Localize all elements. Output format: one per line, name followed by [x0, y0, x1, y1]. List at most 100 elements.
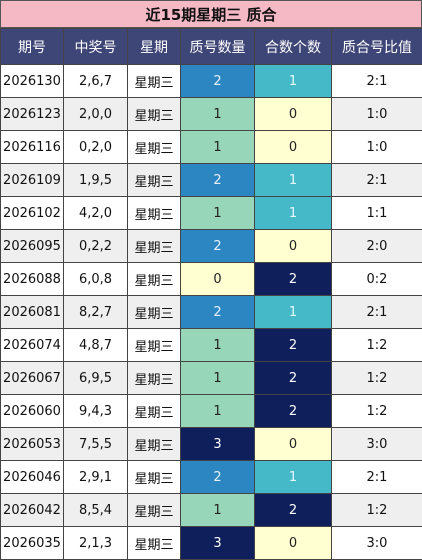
table-cell: 1:2 — [332, 395, 422, 428]
table-cell: 1:0 — [332, 131, 422, 164]
table-cell: 2026042 — [1, 494, 64, 527]
table-cell: 星期三 — [128, 164, 181, 197]
header-cell: 合数个数 — [255, 29, 332, 65]
table-cell: 2:1 — [332, 296, 422, 329]
table-cell: 星期三 — [128, 527, 181, 560]
table-cell: 2 — [255, 362, 332, 395]
table-cell: 1 — [181, 494, 255, 527]
table-cell: 1 — [255, 461, 332, 494]
table-cell: 1 — [255, 65, 332, 98]
header-cell: 星期 — [128, 29, 181, 65]
table-cell: 1:2 — [332, 362, 422, 395]
table-cell: 2026123 — [1, 98, 64, 131]
table-cell: 0 — [255, 527, 332, 560]
table-cell: 2 — [255, 395, 332, 428]
table-cell: 星期三 — [128, 494, 181, 527]
table-cell: 2026046 — [1, 461, 64, 494]
table-cell: 星期三 — [128, 230, 181, 263]
table-cell: 1 — [181, 131, 255, 164]
table-cell: 2,9,1 — [64, 461, 128, 494]
table-cell: 星期三 — [128, 263, 181, 296]
table-cell: 0 — [255, 98, 332, 131]
table-cell: 星期三 — [128, 197, 181, 230]
table-cell: 6,0,8 — [64, 263, 128, 296]
table-cell: 1 — [255, 296, 332, 329]
table-cell: 星期三 — [128, 329, 181, 362]
table-cell: 星期三 — [128, 362, 181, 395]
table-cell: 2:1 — [332, 461, 422, 494]
table-cell: 1 — [255, 197, 332, 230]
table-cell: 0 — [255, 428, 332, 461]
table-cell: 2 — [255, 329, 332, 362]
table-cell: 0 — [255, 230, 332, 263]
table-cell: 3 — [181, 428, 255, 461]
table-cell: 0,2,2 — [64, 230, 128, 263]
table-cell: 4,2,0 — [64, 197, 128, 230]
table-cell: 1 — [181, 395, 255, 428]
header-cell: 中奖号 — [64, 29, 128, 65]
table-cell: 1 — [181, 329, 255, 362]
table-cell: 2026088 — [1, 263, 64, 296]
table-cell: 3:0 — [332, 428, 422, 461]
header-row: 期号中奖号星期质号数量合数个数质合号比值 — [1, 29, 422, 65]
table-cell: 2,1,3 — [64, 527, 128, 560]
table-cell: 星期三 — [128, 131, 181, 164]
table-cell: 2 — [181, 230, 255, 263]
table-cell: 星期三 — [128, 98, 181, 131]
table-cell: 2026116 — [1, 131, 64, 164]
header-cell: 质号数量 — [181, 29, 255, 65]
table-cell: 2 — [255, 494, 332, 527]
table-cell: 2026095 — [1, 230, 64, 263]
table-cell: 4,8,7 — [64, 329, 128, 362]
table-cell: 8,5,4 — [64, 494, 128, 527]
table-cell: 2:0 — [332, 230, 422, 263]
table-cell: 1,9,5 — [64, 164, 128, 197]
table-cell: 2 — [181, 65, 255, 98]
table-cell: 0,2,0 — [64, 131, 128, 164]
table-cell: 2 — [255, 263, 332, 296]
table-cell: 1:1 — [332, 197, 422, 230]
table-cell: 0 — [255, 131, 332, 164]
header-cell: 期号 — [1, 29, 64, 65]
table-cell: 2 — [181, 461, 255, 494]
table-cell: 6,9,5 — [64, 362, 128, 395]
table-cell: 3:0 — [332, 527, 422, 560]
title: 近15期星期三 质合 — [0, 0, 422, 28]
table-cell: 1 — [181, 197, 255, 230]
table-cell: 2026053 — [1, 428, 64, 461]
table-cell: 7,5,5 — [64, 428, 128, 461]
table-cell: 1:0 — [332, 98, 422, 131]
table-cell: 8,2,7 — [64, 296, 128, 329]
table-cell: 1:2 — [332, 494, 422, 527]
table-cell: 星期三 — [128, 461, 181, 494]
table-cell: 2026102 — [1, 197, 64, 230]
table-cell: 2,0,0 — [64, 98, 128, 131]
table-cell: 2 — [181, 164, 255, 197]
table-cell: 2:1 — [332, 65, 422, 98]
table-cell: 2026060 — [1, 395, 64, 428]
table-cell: 星期三 — [128, 65, 181, 98]
table-cell: 2:1 — [332, 164, 422, 197]
header-cell: 质合号比值 — [332, 29, 422, 65]
table-cell: 星期三 — [128, 428, 181, 461]
table-cell: 1:2 — [332, 329, 422, 362]
table-cell: 1 — [255, 164, 332, 197]
table-cell: 1 — [181, 98, 255, 131]
table-cell: 星期三 — [128, 395, 181, 428]
table-cell: 9,4,3 — [64, 395, 128, 428]
